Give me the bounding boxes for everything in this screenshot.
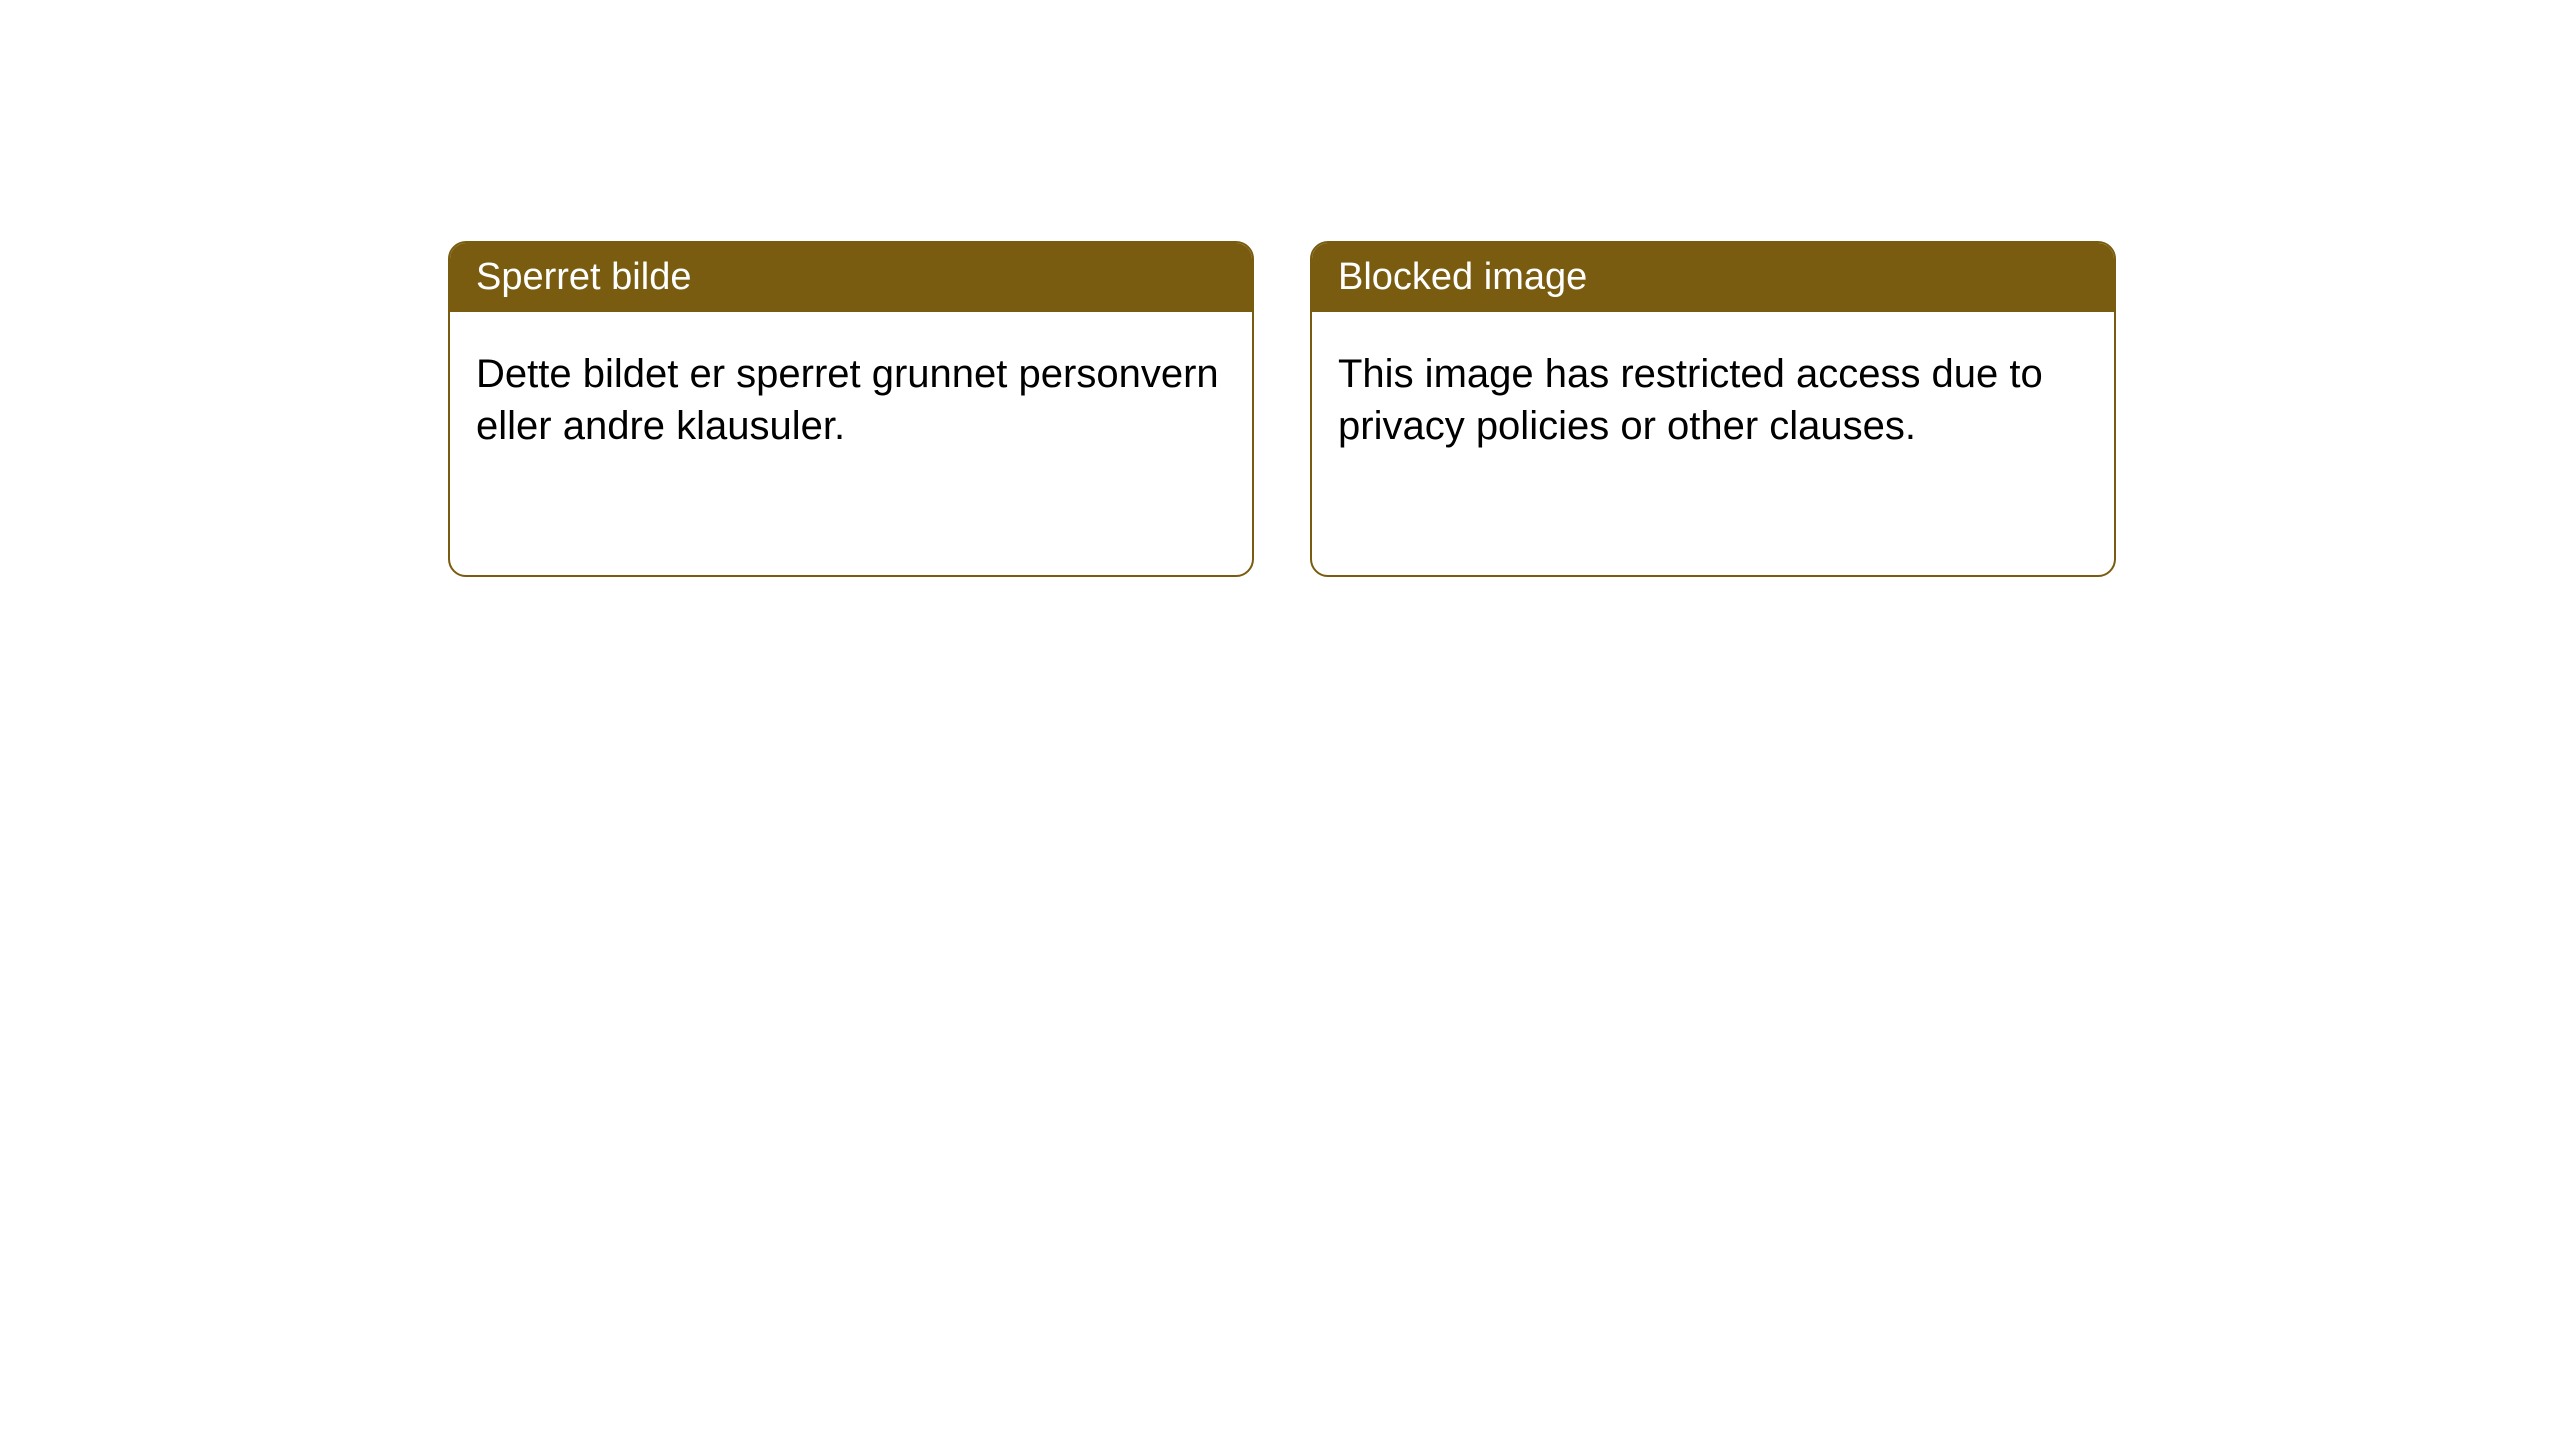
- notice-card-norwegian: Sperret bilde Dette bildet er sperret gr…: [448, 241, 1254, 577]
- notice-cards-container: Sperret bilde Dette bildet er sperret gr…: [448, 241, 2116, 577]
- card-body: This image has restricted access due to …: [1312, 312, 2114, 488]
- card-header: Blocked image: [1312, 243, 2114, 312]
- card-header: Sperret bilde: [450, 243, 1252, 312]
- card-body: Dette bildet er sperret grunnet personve…: [450, 312, 1252, 488]
- notice-card-english: Blocked image This image has restricted …: [1310, 241, 2116, 577]
